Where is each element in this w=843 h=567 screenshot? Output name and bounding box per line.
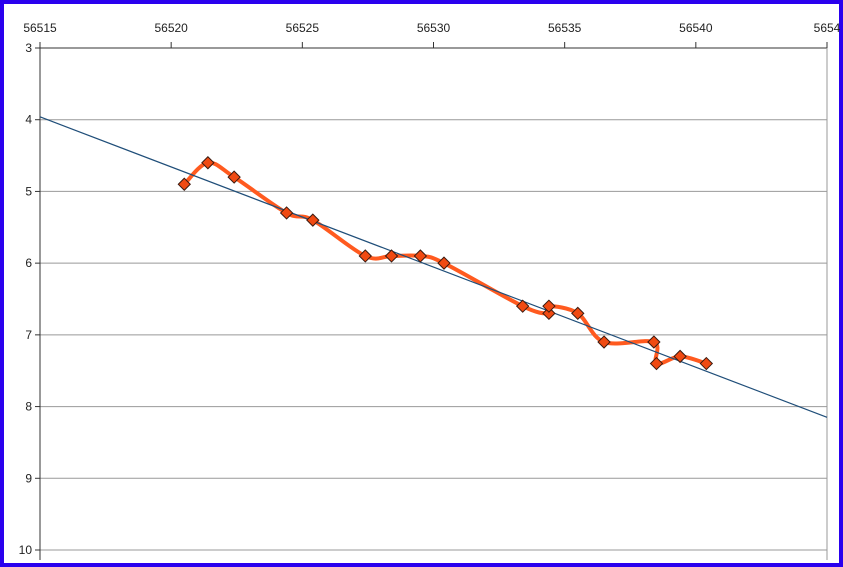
data-point-marker	[306, 213, 320, 227]
data-point-marker	[699, 356, 714, 371]
data-point-marker	[413, 249, 428, 263]
data-point-marker	[358, 249, 373, 263]
data-point-marker	[649, 356, 664, 371]
data-point-marker	[384, 249, 399, 263]
x-tick-label: 56540	[679, 21, 713, 35]
x-tick-label: 5654	[814, 21, 841, 35]
y-tick-label: 4	[25, 113, 32, 127]
data-point-marker	[647, 335, 661, 349]
x-tick-label: 56535	[548, 21, 582, 35]
data-point-marker	[597, 335, 611, 349]
data-point-marker	[227, 170, 241, 184]
data-point-marker	[571, 306, 585, 321]
data-point-marker	[673, 349, 687, 364]
trendline	[39, 116, 828, 418]
x-tick-label: 56520	[154, 21, 188, 35]
y-tick-label: 9	[25, 471, 32, 485]
data-point-marker	[177, 177, 191, 191]
y-tick-label: 5	[25, 184, 32, 198]
data-point-marker	[542, 306, 556, 321]
data-point-marker	[542, 299, 556, 313]
data-point-marker	[515, 299, 530, 313]
x-tick-label: 56530	[417, 21, 451, 35]
y-tick-label: 10	[19, 543, 33, 557]
y-tick-label: 8	[25, 400, 32, 414]
data-point-marker	[279, 206, 294, 220]
y-tick-label: 3	[25, 41, 32, 55]
x-tick-label: 56525	[286, 21, 320, 35]
y-tick-label: 7	[25, 328, 32, 342]
data-point-marker	[201, 156, 215, 170]
x-tick-label: 56515	[23, 21, 57, 35]
y-tick-label: 6	[25, 256, 32, 270]
data-point-marker	[437, 256, 451, 270]
